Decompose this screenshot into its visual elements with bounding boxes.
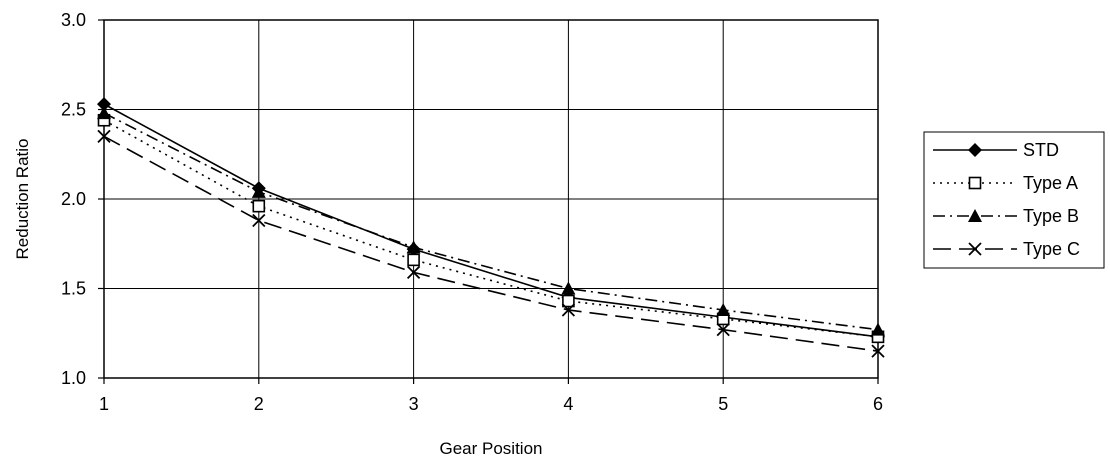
legend-entry-type-a: Type A	[933, 173, 1078, 193]
data-point-type-c	[561, 303, 576, 317]
data-point-type-a	[407, 253, 420, 267]
legend-marker-type-c	[968, 242, 982, 256]
x-tick-label: 6	[873, 394, 883, 414]
y-axis-ticks: 1.0 1.5 2.0 2.5 3.0	[61, 10, 104, 388]
data-point-type-c	[97, 129, 111, 143]
legend-entry-std: STD	[933, 140, 1059, 160]
series-type-b	[97, 106, 885, 336]
x-axis-title: Gear Position	[440, 439, 543, 458]
data-point-std	[97, 97, 111, 112]
data-point-type-c	[716, 323, 730, 337]
y-tick-label: 1.0	[61, 368, 86, 388]
y-tick-label: 2.5	[61, 100, 86, 120]
legend-label-type-a: Type A	[1023, 173, 1078, 193]
y-tick-label: 2.0	[61, 189, 86, 209]
x-tick-label: 3	[409, 394, 419, 414]
data-point-type-b	[97, 106, 111, 120]
y-axis-title: Reduction Ratio	[13, 139, 32, 260]
series-type-c	[97, 129, 885, 358]
y-tick-label: 1.5	[61, 279, 86, 299]
legend-entry-type-c: Type C	[933, 239, 1080, 259]
legend-label-type-b: Type B	[1023, 206, 1079, 226]
series-layer	[97, 97, 885, 358]
legend: STD Type A Type B Type C	[923, 131, 1105, 269]
series-line-std	[103, 103, 879, 338]
legend-marker-type-b	[968, 209, 982, 222]
series-line-type-a	[103, 119, 879, 338]
y-tick-label: 3.0	[61, 10, 86, 30]
data-point-type-b	[716, 302, 731, 316]
legend-label-type-c: Type C	[1023, 239, 1080, 259]
data-point-type-b	[561, 281, 576, 295]
series-line-type-c	[103, 135, 879, 352]
series-type-a	[97, 113, 885, 344]
x-tick-label: 4	[563, 394, 573, 414]
x-axis-ticks: 1 2 3 4 5 6	[99, 378, 883, 414]
x-tick-label: 5	[718, 394, 728, 414]
series-line-type-b	[103, 112, 879, 331]
x-tick-label: 1	[99, 394, 109, 414]
data-point-type-b	[251, 184, 266, 198]
data-point-type-b	[871, 322, 885, 336]
data-point-type-c	[406, 265, 421, 280]
data-point-type-a	[562, 294, 575, 308]
data-point-type-c	[871, 344, 885, 358]
x-tick-label: 2	[254, 394, 264, 414]
legend-marker-std	[968, 143, 982, 157]
data-point-type-c	[252, 213, 266, 228]
legend-box	[923, 131, 1105, 269]
legend-label-std: STD	[1023, 140, 1059, 160]
legend-marker-type-a	[968, 176, 982, 190]
data-point-type-b	[406, 240, 421, 254]
data-point-type-a	[252, 199, 266, 213]
legend-entry-type-b: Type B	[933, 206, 1079, 226]
